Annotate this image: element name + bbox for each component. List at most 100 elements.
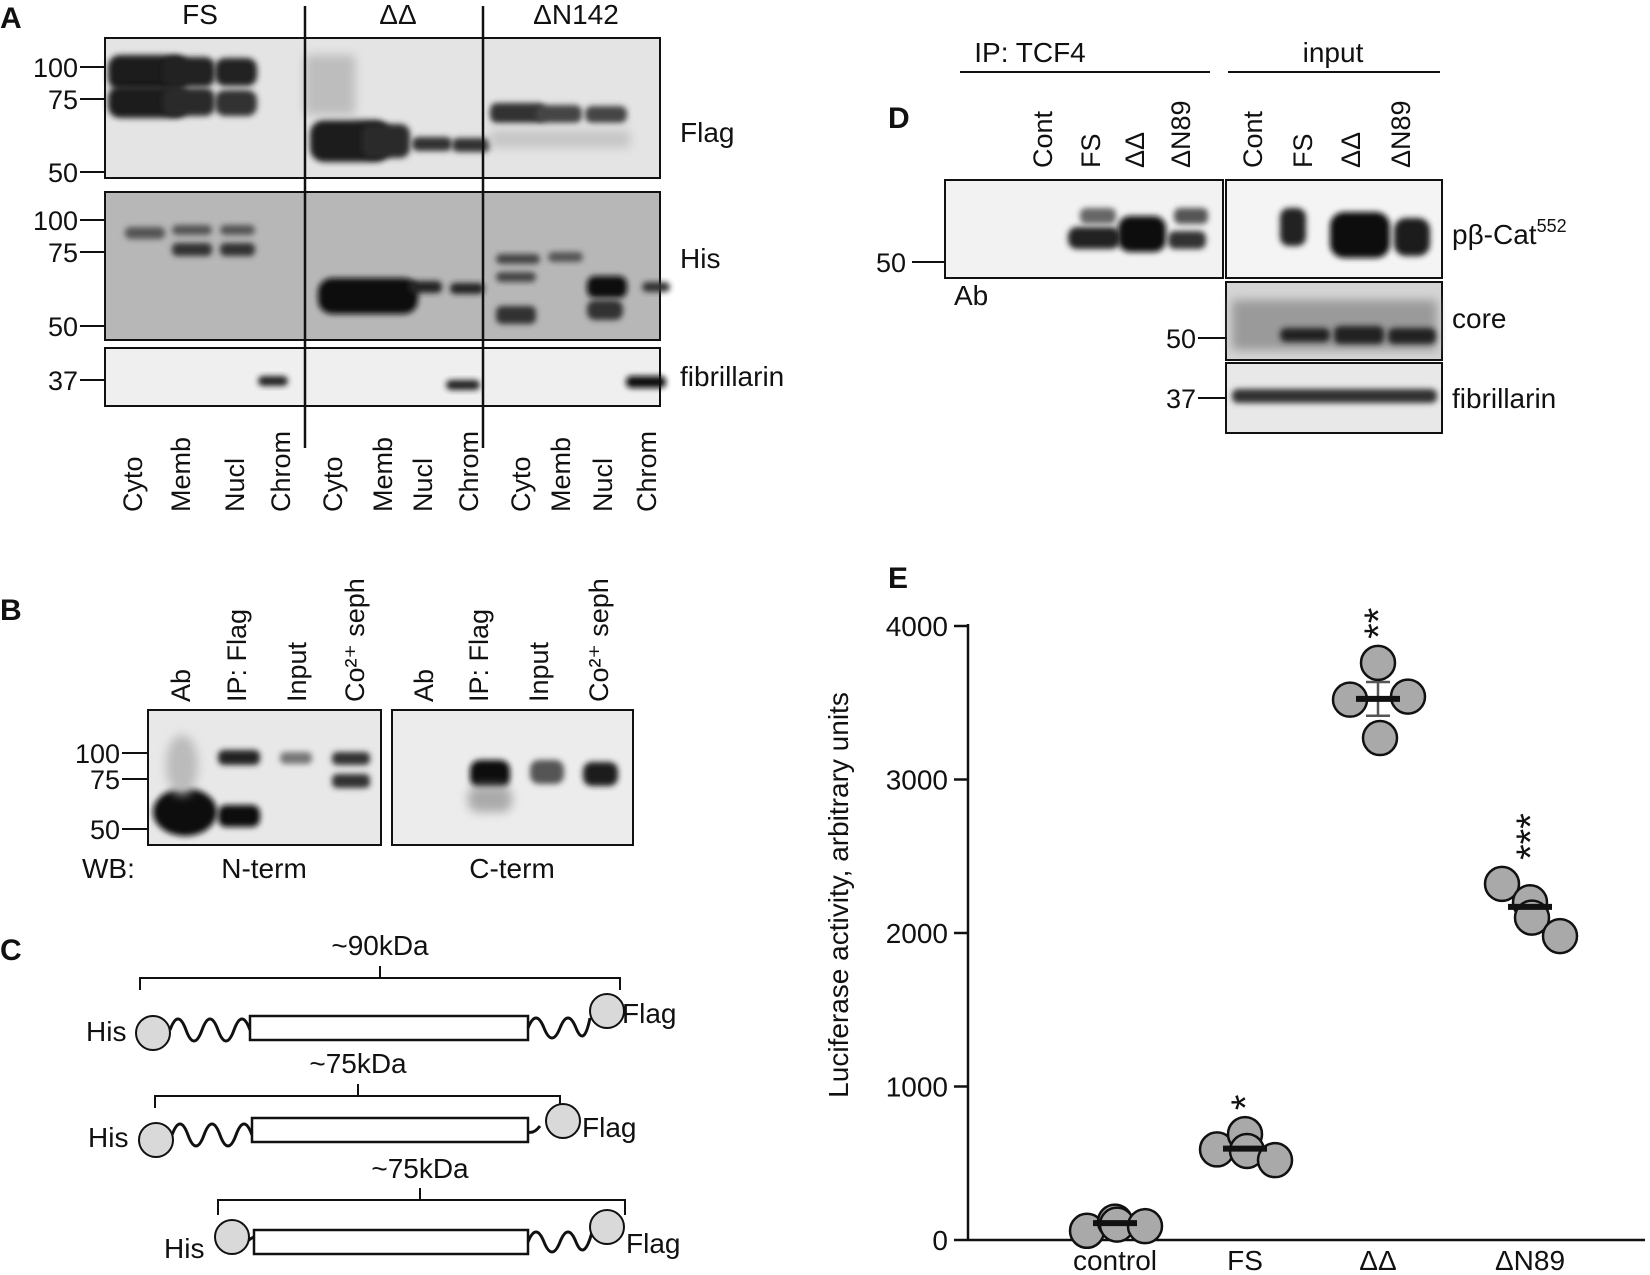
lane-label: Memb [368, 437, 398, 512]
construct-size: ~75kDa [309, 1048, 407, 1079]
lane-label: FS [1076, 133, 1106, 168]
lane-label: Memb [546, 437, 576, 512]
mw-label: 100 [33, 53, 78, 83]
lane-label: Co²⁺ seph [340, 578, 370, 702]
input-label: input [1303, 37, 1364, 68]
data-point [1361, 719, 1399, 757]
x-tick-label: ΔΔ [1359, 1245, 1396, 1275]
ab-label: Ab [954, 280, 988, 311]
group-label-dd: ΔΔ [379, 0, 416, 30]
lane-label: Chrom [454, 431, 484, 512]
panel-d: D IP: TCF4 input Cont FS ΔΔ ΔN89 Cont FS ΔΔ ΔN8… [876, 37, 1567, 434]
panel-label-b: B [0, 594, 22, 627]
flag-tag-circle [545, 1103, 581, 1139]
panel-a: A FS ΔΔ ΔN142 [0, 0, 784, 512]
flag-tag-circle [589, 1209, 625, 1245]
lane-label: Nucl [220, 458, 250, 512]
lane-label: ΔΔ [1336, 132, 1366, 168]
n-tag-label: His [164, 1233, 204, 1264]
blot-label-pbcat: pβ-Cat552 [1452, 216, 1567, 250]
n-tag-label: His [88, 1122, 128, 1153]
c-tag-label: Flag [582, 1112, 636, 1143]
blot-d-input-core [1225, 281, 1443, 361]
lane-label: Chrom [632, 431, 662, 512]
blot-label-core: core [1452, 303, 1506, 334]
y-tick-label: 3000 [886, 765, 948, 796]
blot-label-fibrillarin: fibrillarin [680, 361, 784, 392]
blot-d-input-fibrillarin [1225, 362, 1443, 434]
construct-size: ~75kDa [371, 1153, 469, 1184]
c-tag-label: Flag [622, 998, 676, 1029]
x-tick-label: ΔN89 [1495, 1245, 1565, 1275]
y-tick-label: 4000 [886, 611, 948, 642]
mw-label: 75 [48, 238, 78, 268]
group-label-fs: FS [182, 0, 218, 30]
blot-b-nterm [147, 709, 382, 846]
his-tag-circle [214, 1219, 250, 1255]
wb-nterm-label: N-term [221, 853, 307, 884]
panel-label-d: D [888, 102, 910, 135]
lane-labels-b: Ab IP: Flag Input Co²⁺ seph Ab IP: Flag Input C… [166, 578, 614, 702]
mw-label: 75 [90, 765, 120, 795]
panel-c: C ~90kDa His Flag ~75kDa His Flag [0, 930, 680, 1264]
data-point [1359, 644, 1397, 682]
blot-d-ip [944, 179, 1224, 279]
lane-label: Nucl [588, 458, 618, 512]
mw-label: 50 [48, 312, 78, 342]
lane-label: Input [282, 641, 312, 702]
lane-labels-d: Cont FS ΔΔ ΔN89 Cont FS ΔΔ ΔN89 [1028, 100, 1416, 168]
lane-label: Input [524, 641, 554, 702]
y-tick-label: 2000 [886, 918, 948, 949]
lane-label: Memb [166, 437, 196, 512]
panel-label-a: A [0, 2, 22, 35]
wb-label: WB: [82, 853, 135, 884]
construct-size: ~90kDa [331, 930, 429, 961]
construct-1: ~90kDa His Flag [86, 930, 676, 1051]
lane-label: Chrom [266, 431, 296, 512]
ip-tcf4-label: IP: TCF4 [974, 37, 1086, 68]
significance-label: ** [1357, 608, 1401, 639]
mw-markers-a: 100 75 50 100 75 50 37 [33, 53, 106, 396]
mw-label: 75 [48, 85, 78, 115]
mw-label: 50 [1166, 324, 1196, 354]
lane-label: ΔN89 [1386, 100, 1416, 168]
his-tag-circle [138, 1122, 174, 1158]
lane-labels-a: Cyto Memb Nucl Chrom Cyto Memb Nucl Chrom Cyto Me… [118, 431, 662, 512]
panel-e: E Luciferase activity, arbitrary units 0… [823, 562, 1645, 1275]
lane-label: ΔΔ [1120, 132, 1150, 168]
panel-b: B Ab IP: Flag Input Co²⁺ seph Ab IP: Flag Inpu… [0, 578, 634, 884]
n-tag-label: His [86, 1016, 126, 1047]
blot-a-fibrillarin [104, 347, 666, 407]
y-tick-label: 1000 [886, 1072, 948, 1103]
mw-label: 100 [33, 206, 78, 236]
lane-label: IP: Flag [464, 609, 494, 702]
data-point [1126, 1207, 1164, 1245]
lane-label: Cont [1028, 110, 1058, 168]
flag-tag-circle [589, 993, 625, 1029]
his-tag-circle [135, 1015, 171, 1051]
mw-label: 37 [48, 366, 78, 396]
lane-label: Ab [409, 669, 439, 702]
lane-label: ΔN89 [1166, 100, 1196, 168]
lane-label: IP: Flag [222, 609, 252, 702]
blot-label-his: His [680, 243, 720, 274]
wb-cterm-label: C-term [469, 853, 555, 884]
blot-b-cterm [391, 709, 634, 846]
c-tag-label: Flag [626, 1228, 680, 1259]
blot-label-fibrillarin: fibrillarin [1452, 383, 1556, 414]
panel-label-c: C [0, 934, 22, 967]
data-point [1483, 865, 1521, 903]
mw-label: 50 [90, 815, 120, 845]
mw-markers-b: 100 75 50 [75, 739, 149, 845]
y-axis-label: Luciferase activity, arbitrary units [823, 692, 854, 1098]
group-label-dn142: ΔN142 [533, 0, 619, 30]
lane-label: Cyto [506, 456, 536, 512]
lane-label: Ab [166, 669, 196, 702]
mw-label: 50 [876, 248, 906, 278]
significance-label: *** [1509, 813, 1553, 860]
blot-a-his [104, 191, 670, 341]
lane-label: FS [1288, 133, 1318, 168]
mw-label: 50 [48, 158, 78, 188]
